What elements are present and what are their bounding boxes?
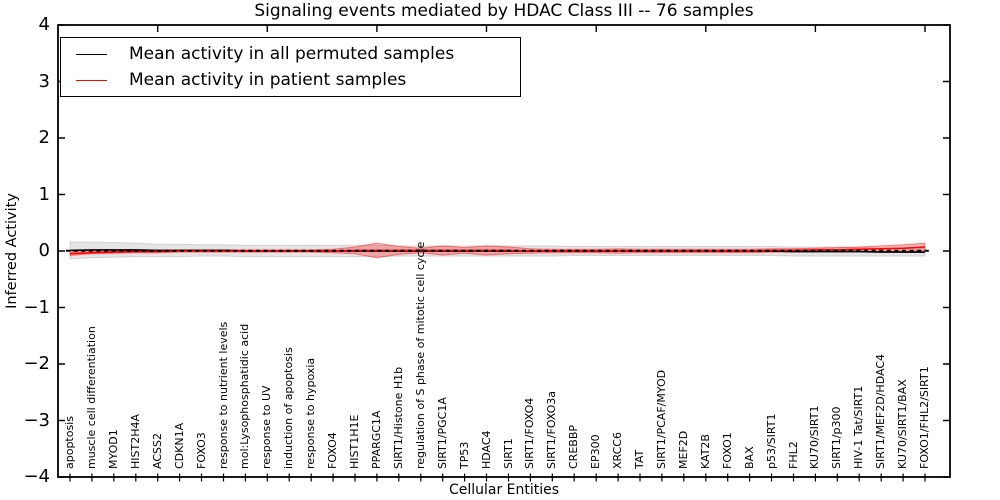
x-tick-label: regulation of S phase of mitotic cell cy… (413, 241, 427, 469)
x-tick-label: TAT (633, 449, 646, 469)
y-tick-label: −2 (23, 353, 50, 374)
legend-item: Mean activity in patient samples (76, 70, 520, 90)
x-tick-label: FOXO1 (720, 432, 734, 469)
x-tick-label: SIRT1/p300 (830, 406, 844, 469)
x-tick-label: XRCC6 (611, 432, 625, 469)
x-tick-label: MYOD1 (106, 429, 120, 469)
x-axis-label: Cellular Entities (448, 482, 560, 498)
y-tick-label: −4 (23, 466, 50, 487)
x-tick-label: KU70/SIRT1 (808, 405, 822, 469)
x-tick-label: apoptosis (63, 416, 76, 469)
x-tick-label: KAT2B (698, 434, 712, 469)
legend: Mean activity in all permuted samples Me… (60, 37, 521, 97)
x-tick-label: TP53 (457, 441, 471, 469)
y-tick-label: −3 (23, 410, 50, 431)
x-tick-label: CREBBP (567, 425, 581, 469)
x-tick-label: HDAC4 (479, 430, 493, 469)
y-tick-label: 3 (38, 71, 50, 92)
legend-line-sample-permuted (76, 53, 107, 55)
x-tick-label: SIRT1/PGC1A (435, 397, 449, 469)
x-tick-label: FOXO4 (326, 432, 340, 469)
x-tick-label: HIST1H1E (348, 414, 361, 469)
x-tick-label: response to nutrient levels (216, 321, 230, 469)
x-tick-label: SIRT1/MEF2D/HDAC4 (874, 354, 888, 469)
x-tick-label: response to UV (260, 385, 274, 469)
x-tick-label: EP300 (589, 434, 603, 469)
x-tick-label: FHL2 (786, 441, 800, 469)
x-tick-label: HIV-1 Tat/SIRT1 (852, 385, 866, 469)
x-tick-label: ACSS2 (150, 433, 164, 469)
y-tick-label: 4 (38, 14, 50, 35)
x-tick-label: BAX (742, 446, 756, 469)
x-tick-label: HIST2H4A (128, 413, 142, 469)
legend-item-label: Mean activity in patient samples (129, 70, 407, 90)
x-tick-label: CDKN1A (172, 422, 186, 469)
chart-title: Signaling events mediated by HDAC Class … (254, 1, 754, 21)
x-tick-label: SIRT1/FOXO4 (523, 397, 537, 469)
legend-line-sample-patient (76, 79, 107, 81)
x-tick-label: SIRT1/PCAF/MYOD (654, 369, 668, 469)
x-tick-label: FOXO3 (194, 432, 208, 469)
x-tick-label: KU70/SIRT1/BAX (896, 379, 910, 469)
x-tick-label: response to hypoxia (304, 357, 318, 469)
x-tick-label: SIRT1/FOXO3a (545, 390, 559, 469)
x-tick-label: SIRT1/Histone H1b (391, 366, 405, 469)
x-tick-label: MEF2D (676, 430, 690, 469)
y-tick-label: −1 (23, 297, 50, 318)
x-tick-label: SIRT1 (501, 438, 515, 469)
y-tick-label: 2 (38, 127, 50, 148)
legend-item: Mean activity in all permuted samples (76, 44, 520, 64)
x-tick-label: muscle cell differentiation (84, 326, 98, 469)
x-tick-label: mol:Lysophosphatidic acid (238, 323, 252, 469)
legend-item-label: Mean activity in all permuted samples (129, 44, 455, 64)
x-tick-label: induction of apoptosis (282, 347, 296, 469)
y-tick-label: 1 (38, 184, 50, 205)
y-tick-label: 0 (38, 240, 50, 261)
x-tick-label: PPARGC1A (369, 410, 383, 469)
x-tick-label: p53/SIRT1 (764, 413, 778, 469)
x-tick-label: FOXO1/FHL2/SIRT1 (918, 366, 931, 469)
